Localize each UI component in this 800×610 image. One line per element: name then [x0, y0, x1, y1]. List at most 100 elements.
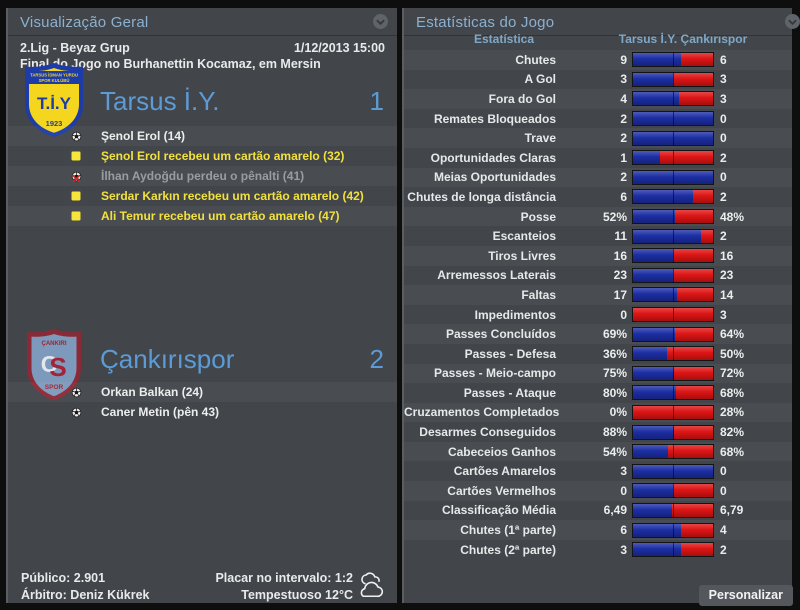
- competition-label: 2.Lig - Beyaz Grup: [20, 41, 130, 55]
- referee-line: Árbitro: Deniz Kükrek: [21, 588, 150, 602]
- stat-column-header: Estatística: [473, 32, 535, 46]
- stat-row: Desarmes Conseguidos 88% 82%: [404, 422, 792, 442]
- stat-row: A Gol 3 3: [404, 70, 792, 90]
- missed-penalty-icon: [70, 171, 82, 182]
- goal-icon: [70, 407, 82, 418]
- stat-row: Meias Oportunidades 2 0: [404, 167, 792, 188]
- stat-row: Escanteios 11 2: [404, 226, 792, 246]
- stat-home-value: 4: [620, 91, 627, 106]
- stat-home-bar-fill: [633, 386, 677, 400]
- svg-text:S: S: [49, 352, 66, 382]
- stat-home-value: 23: [613, 268, 627, 283]
- stat-away-value: 3: [720, 72, 727, 87]
- stat-comparison-bar: [632, 150, 714, 166]
- stat-home-value: 6: [620, 523, 627, 538]
- stat-comparison-bar: [632, 483, 714, 499]
- stat-row: Passes Concluídos 69% 64%: [404, 324, 792, 344]
- stat-home-bar-fill: [633, 92, 679, 106]
- stat-label: Cabeceios Ganhos: [447, 444, 556, 459]
- stat-row: Impedimentos 0 3: [404, 305, 792, 325]
- stat-home-bar-fill: [633, 523, 681, 537]
- panel-menu-button[interactable]: [785, 14, 800, 29]
- stat-row: Chutes de longa distância 6 2: [404, 187, 792, 207]
- stat-home-bar-fill: [633, 464, 713, 478]
- stat-comparison-bar: [632, 189, 714, 205]
- stat-home-bar-fill: [633, 53, 681, 67]
- away-team-badge[interactable]: ÇANKIRI C S SPOR: [21, 328, 87, 402]
- yellow-card-icon: [71, 191, 81, 201]
- stat-away-value: 48%: [720, 209, 745, 224]
- stat-comparison-bar: [632, 71, 714, 87]
- stat-label: Remates Bloqueados: [433, 111, 556, 126]
- stat-away-value: 50%: [720, 346, 745, 361]
- stat-label: Passes Concluídos: [445, 327, 556, 342]
- chevron-down-icon: [376, 19, 385, 25]
- stat-away-value: 72%: [720, 366, 745, 381]
- stat-comparison-bar: [632, 169, 714, 185]
- stat-away-value: 0: [720, 111, 727, 126]
- stat-home-bar-fill: [633, 229, 701, 243]
- stat-label: Chutes (2ª parte): [460, 542, 556, 557]
- panel-title: Visualização Geral: [20, 14, 149, 31]
- goal-ball-icon: [71, 131, 81, 141]
- stat-away-value: 2: [720, 229, 727, 244]
- stat-home-bar-fill: [633, 210, 675, 224]
- stat-home-value: 36%: [602, 346, 627, 361]
- match-event-row: Orkan Balkan (24): [8, 382, 397, 402]
- goal-ball-icon: [71, 407, 81, 417]
- panel-menu-button[interactable]: [373, 14, 388, 29]
- stat-row: Arremessos Laterais 23 23: [404, 266, 792, 286]
- event-text: Şenol Erol (14): [101, 129, 186, 143]
- home-team-name[interactable]: Tarsus İ.Y.: [100, 86, 220, 116]
- svg-text:1923: 1923: [46, 119, 63, 128]
- stat-row: Trave 2 0: [404, 128, 792, 148]
- yellow-card-icon: [71, 151, 81, 161]
- svg-text:T.İ.Y: T.İ.Y: [37, 94, 72, 113]
- home-events-list: Şenol Erol (14) Şenol Erol recebeu um ca…: [8, 126, 397, 226]
- stat-comparison-bar: [632, 307, 714, 323]
- stat-away-value: 2: [720, 189, 727, 204]
- away-team-name[interactable]: Çankırıspor: [100, 344, 235, 374]
- stat-home-value: 16: [613, 248, 627, 263]
- goal-ball-icon: [71, 387, 81, 397]
- stat-comparison-bar: [632, 444, 714, 460]
- stat-home-value: 75%: [602, 366, 627, 381]
- stat-home-bar-fill: [633, 327, 675, 341]
- personalize-button[interactable]: Personalizar: [698, 585, 793, 606]
- stat-comparison-bar: [632, 522, 714, 538]
- stat-row: Chutes (1ª parte) 6 4: [404, 520, 792, 540]
- stat-home-bar-fill: [633, 170, 713, 184]
- match-meta-row: 2.Lig - Beyaz Grup 1/12/2013 15:00: [20, 41, 385, 55]
- home-team-badge[interactable]: TARSUS İDMAN YURDU SPOR KULÜBÜ T.İ.Y 192…: [21, 62, 87, 138]
- stat-label: Passes - Ataque: [463, 385, 556, 400]
- stat-row: Fora do Gol 4 3: [404, 89, 792, 109]
- yellow-card-icon: [70, 191, 82, 201]
- stat-away-value: 6: [720, 52, 727, 67]
- stat-away-value: 16: [720, 248, 734, 263]
- stat-label: A Gol: [524, 72, 556, 87]
- stat-label: Cruzamentos Completados: [404, 405, 560, 420]
- stat-comparison-bar: [632, 346, 714, 362]
- stat-home-value: 2: [620, 111, 627, 126]
- stat-home-bar-fill: [633, 425, 675, 439]
- match-stats-panel: Estatísticas do Jogo Estatística Tarsus …: [402, 8, 800, 606]
- stat-row: Faltas 17 14: [404, 285, 792, 305]
- stat-home-value: 69%: [602, 327, 627, 342]
- stat-comparison-bar: [632, 365, 714, 381]
- stat-label: Chutes (1ª parte): [460, 523, 556, 538]
- stat-home-value: 80%: [602, 385, 627, 400]
- stat-label: Cartões Amarelos: [453, 464, 556, 479]
- stat-comparison-bar: [632, 52, 714, 68]
- event-text: Ali Temur recebeu um cartão amarelo (47): [101, 209, 340, 223]
- event-text: Şenol Erol recebeu um cartão amarelo (32…: [101, 149, 345, 163]
- event-text: İlhan Aydoğdu perdeu o pênalti (41): [101, 169, 305, 183]
- event-text: Orkan Balkan (24): [101, 385, 204, 399]
- stat-label: Arremessos Laterais: [437, 268, 556, 283]
- weather-line: Tempestuoso 12°C: [241, 588, 353, 602]
- stat-comparison-bar: [632, 267, 714, 283]
- event-text: Caner Metin (pên 43): [101, 405, 220, 419]
- match-overview-panel: Visualização Geral 2.Lig - Beyaz Grup 1/…: [6, 8, 397, 603]
- stat-comparison-bar: [632, 326, 714, 342]
- stat-comparison-bar: [632, 404, 714, 420]
